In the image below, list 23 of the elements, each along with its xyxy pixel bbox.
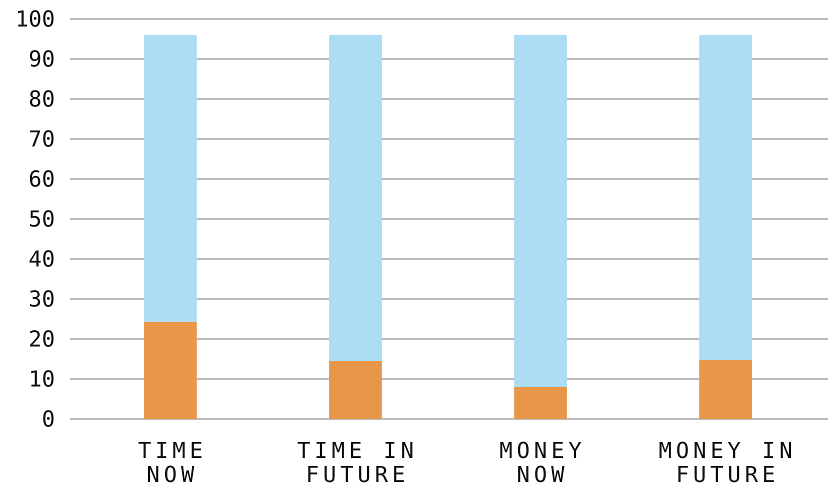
y-tick-label: 40 [28, 248, 55, 273]
y-tick-label: 10 [28, 368, 55, 393]
y-tick-label: 100 [15, 8, 55, 33]
y-tick-label: 80 [28, 88, 55, 113]
bar [699, 35, 752, 360]
y-tick-label: 70 [28, 128, 55, 153]
bar [514, 35, 567, 387]
y-tick-label: 0 [42, 408, 55, 433]
bar [144, 322, 197, 419]
y-tick-label: 50 [28, 208, 55, 233]
bar [144, 35, 197, 322]
x-tick-label: MONEY IN FUTURE [658, 439, 797, 488]
y-tick-label: 30 [28, 288, 55, 313]
x-tick-label: TIME NOW [138, 439, 207, 488]
bar [329, 35, 382, 361]
bar [699, 360, 752, 419]
x-tick-label: TIME IN FUTURE [297, 439, 418, 488]
y-tick-label: 20 [28, 328, 55, 353]
bar [329, 361, 382, 419]
x-tick-label: MONEY NOW [499, 439, 586, 488]
bar [514, 387, 567, 419]
y-tick-label: 90 [28, 48, 55, 73]
y-tick-label: 60 [28, 168, 55, 193]
